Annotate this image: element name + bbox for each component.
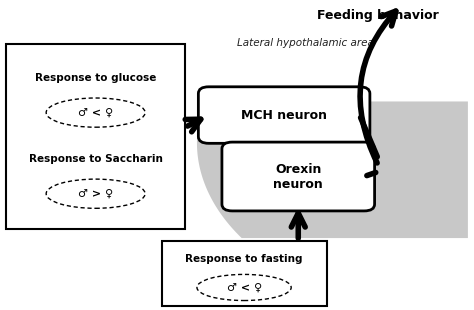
Text: ♂ < ♀: ♂ < ♀ bbox=[227, 282, 262, 292]
Ellipse shape bbox=[197, 274, 291, 300]
Text: Lateral hypothalamic area: Lateral hypothalamic area bbox=[237, 38, 374, 48]
Text: MCH neuron: MCH neuron bbox=[241, 108, 327, 122]
Text: Orexin
neuron: Orexin neuron bbox=[273, 162, 323, 191]
Text: Response to glucose: Response to glucose bbox=[35, 73, 156, 82]
FancyBboxPatch shape bbox=[198, 87, 370, 143]
FancyBboxPatch shape bbox=[222, 142, 374, 211]
Ellipse shape bbox=[46, 179, 145, 208]
Ellipse shape bbox=[46, 98, 145, 127]
Polygon shape bbox=[197, 101, 468, 238]
Text: ♂ < ♀: ♂ < ♀ bbox=[78, 108, 113, 117]
Text: Response to Saccharin: Response to Saccharin bbox=[29, 154, 163, 164]
FancyBboxPatch shape bbox=[162, 241, 327, 306]
Text: Response to fasting: Response to fasting bbox=[185, 254, 303, 264]
Text: ♂ > ♀: ♂ > ♀ bbox=[78, 189, 113, 199]
FancyBboxPatch shape bbox=[6, 44, 185, 229]
Text: Feeding behavior: Feeding behavior bbox=[318, 9, 439, 22]
